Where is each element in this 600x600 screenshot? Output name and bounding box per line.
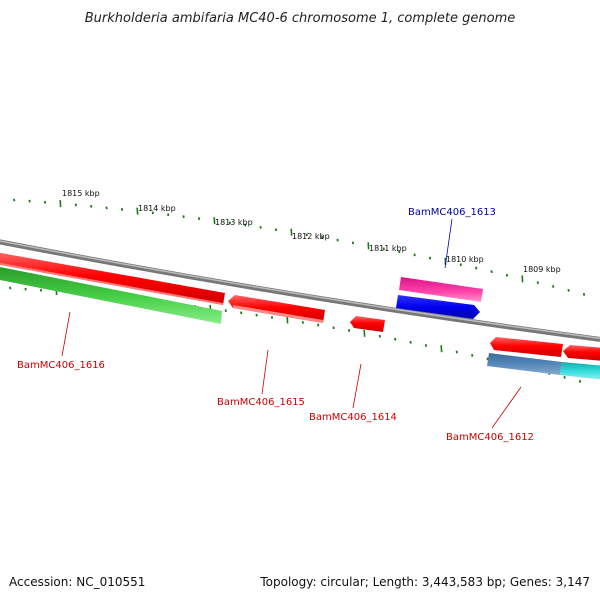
gene-bar-bammc406-1616[interactable] (0, 266, 222, 324)
gene-label-bammc406-1616[interactable]: BamMC406_1616 (17, 311, 105, 371)
scale-label-1815: 1815 kbp (62, 189, 100, 198)
scale-label-1810: 1810 kbp (446, 255, 484, 264)
gene-bar-bammc406-1615[interactable] (228, 295, 325, 323)
gene-label-text: BamMC406_1616 (17, 360, 105, 371)
gene-bar-bammc406-1612-steel[interactable] (487, 353, 562, 375)
gene-bar-bammc406-1613-magenta[interactable] (399, 277, 483, 302)
map-title: Burkholderia ambifaria MC40-6 chromosome… (85, 11, 515, 26)
scale-label-1812: 1812 kbp (292, 232, 330, 241)
gene-bar-bammc406-1614[interactable] (350, 316, 385, 332)
scale-label-1813: 1813 kbp (215, 218, 253, 227)
scale-ticks-upper (13, 198, 586, 296)
gene-bar-cyan[interactable] (560, 362, 600, 380)
genome-backbone (0, 239, 600, 342)
gene-bar-upper-red[interactable] (0, 252, 225, 305)
scale-labels: 1815 kbp 1814 kbp 1813 kbp 1812 kbp 1811… (62, 189, 561, 274)
gene-bar-blue[interactable] (396, 295, 480, 319)
gene-label-text: BamMC406_1613 (408, 207, 496, 218)
scale-label-1809: 1809 kbp (523, 265, 561, 274)
gene-label-text: BamMC406_1615 (217, 397, 305, 408)
gene-label-text: BamMC406_1614 (309, 412, 397, 423)
gene-label-bammc406-1613[interactable]: BamMC406_1613 (408, 207, 496, 269)
gene-label-text: BamMC406_1612 (446, 432, 534, 443)
scale-label-1811: 1811 kbp (369, 244, 407, 253)
accession-text: Accession: NC_010551 (9, 575, 145, 589)
scale-label-1814: 1814 kbp (138, 204, 176, 213)
genome-stats-text: Topology: circular; Length: 3,443,583 bp… (259, 575, 590, 589)
gene-bar-bammc406-1612-red[interactable] (490, 337, 600, 361)
gene-label-bammc406-1615[interactable]: BamMC406_1615 (217, 349, 305, 408)
gene-label-bammc406-1614[interactable]: BamMC406_1614 (309, 363, 397, 423)
gene-label-bammc406-1612[interactable]: BamMC406_1612 (446, 386, 534, 443)
